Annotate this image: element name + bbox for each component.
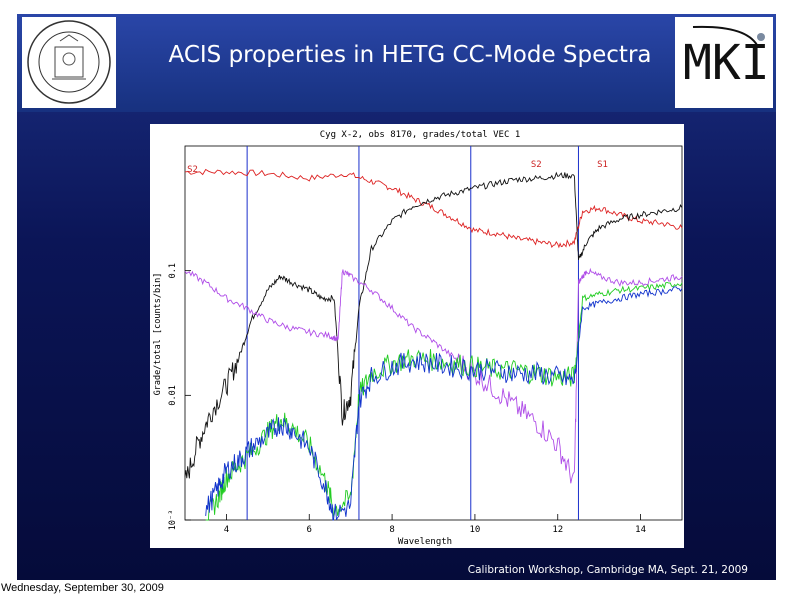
x-axis-label: Wavelength	[398, 537, 452, 547]
chart-title: Cyg X-2, obs 8170, grades/total VEC 1	[320, 130, 520, 140]
chip-annotation-label: S2	[187, 165, 198, 175]
y-tick-label: 0.1	[168, 263, 178, 278]
spectrum-series-line	[205, 286, 683, 521]
spectrum-series-line	[184, 171, 683, 479]
x-tick-label: 14	[635, 525, 646, 535]
x-tick-label: 8	[389, 525, 394, 535]
chip-annotation-label: S2	[531, 160, 542, 170]
y-tick-label: 10⁻³	[168, 510, 178, 530]
y-axis-label: Grade/total [counts/bin]	[153, 273, 163, 396]
mki-logo-icon: MKI	[675, 17, 773, 108]
x-tick-label: 6	[307, 525, 312, 535]
spectrum-chart: Cyg X-2, obs 8170, grades/total VEC 1 4 6…	[153, 130, 683, 547]
x-tick-label: 10	[469, 525, 480, 535]
logo-text: MKI	[683, 35, 770, 91]
chip-annotation-label: S1	[597, 160, 608, 170]
header-band	[17, 14, 776, 112]
spectrum-series-line	[205, 282, 683, 521]
spectrum-series-line	[184, 267, 683, 484]
chart-panel: Cyg X-2, obs 8170, grades/total VEC 1 4 6…	[150, 124, 684, 548]
mit-seal-icon	[22, 17, 116, 108]
spectrum-series-line	[184, 168, 683, 249]
y-tick-label: 0.01	[168, 385, 178, 405]
footer-text: Calibration Workshop, Cambridge MA, Sept…	[467, 564, 748, 576]
x-tick-label: 4	[224, 525, 229, 535]
x-tick-label: 12	[552, 525, 563, 535]
slide-background: MKI ACIS properties in HETG CC-Mode Spec…	[17, 14, 776, 580]
date-label: Wednesday, September 30, 2009	[1, 582, 164, 594]
plot-area-frame	[184, 145, 683, 521]
slide-title: ACIS properties in HETG CC-Mode Spectra	[168, 42, 652, 68]
